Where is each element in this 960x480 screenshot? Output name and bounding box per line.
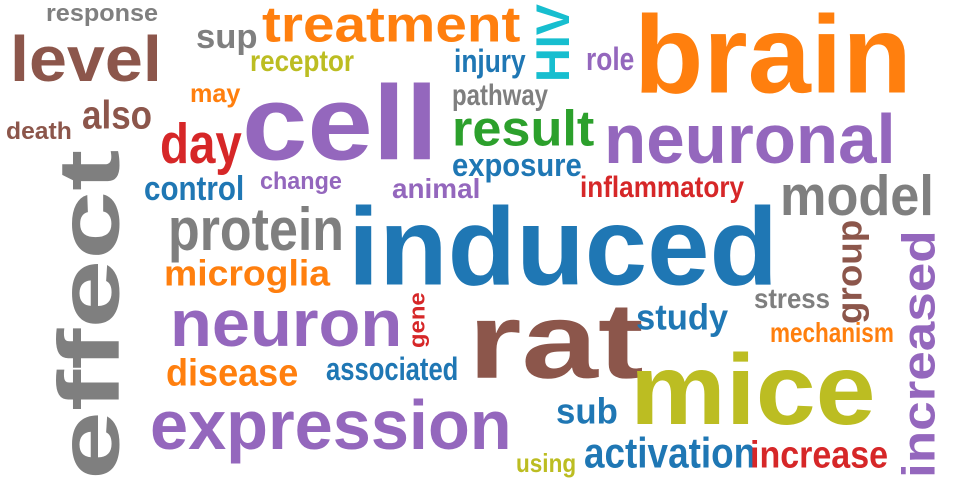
word-microglia: microglia xyxy=(164,253,331,294)
word-result: result xyxy=(452,100,595,157)
word-control: control xyxy=(144,169,245,208)
word-animal: animal xyxy=(392,174,481,205)
word-also: also xyxy=(82,93,153,138)
word-activation: activation xyxy=(584,428,757,477)
word-brain: brain xyxy=(634,0,912,116)
word-may: may xyxy=(190,78,241,108)
word-neuronal: neuronal xyxy=(604,99,896,179)
word-level: level xyxy=(10,23,162,96)
word-change: change xyxy=(260,168,342,195)
word-associated: associated xyxy=(326,351,459,388)
word-using: using xyxy=(516,448,577,478)
word-pathway: pathway xyxy=(452,77,549,112)
word-hiv: HIV xyxy=(526,3,580,82)
word-mechanism: mechanism xyxy=(770,318,894,349)
word-protein: protein xyxy=(168,196,344,264)
word-death: death xyxy=(6,118,72,145)
word-mice: mice xyxy=(630,334,876,446)
word-injury: injury xyxy=(454,43,526,80)
word-receptor: receptor xyxy=(250,43,355,78)
word-response: response xyxy=(46,0,159,27)
word-disease: disease xyxy=(166,351,299,394)
word-role: role xyxy=(586,41,635,78)
word-expression: expression xyxy=(150,385,512,465)
word-inflammatory: inflammatory xyxy=(580,169,745,204)
word-group: group xyxy=(829,219,870,324)
word-stress: stress xyxy=(754,284,830,315)
word-model: model xyxy=(780,164,934,228)
word-sub: sub xyxy=(556,391,618,432)
word-day: day xyxy=(160,112,242,176)
word-sup: sup xyxy=(196,17,258,56)
word-exposure: exposure xyxy=(452,147,582,184)
word-study: study xyxy=(636,297,729,338)
word-increase: increase xyxy=(750,433,889,476)
word-effect: effect xyxy=(40,149,138,480)
word-neuron: neuron xyxy=(170,285,403,361)
word-rat: rat xyxy=(468,281,644,401)
word-gene: gene xyxy=(404,292,430,348)
word-increased: increased xyxy=(892,230,945,478)
word-cell: cell xyxy=(242,63,439,182)
word-induced: induced xyxy=(348,185,779,308)
word-treatment: treatment xyxy=(262,0,521,53)
